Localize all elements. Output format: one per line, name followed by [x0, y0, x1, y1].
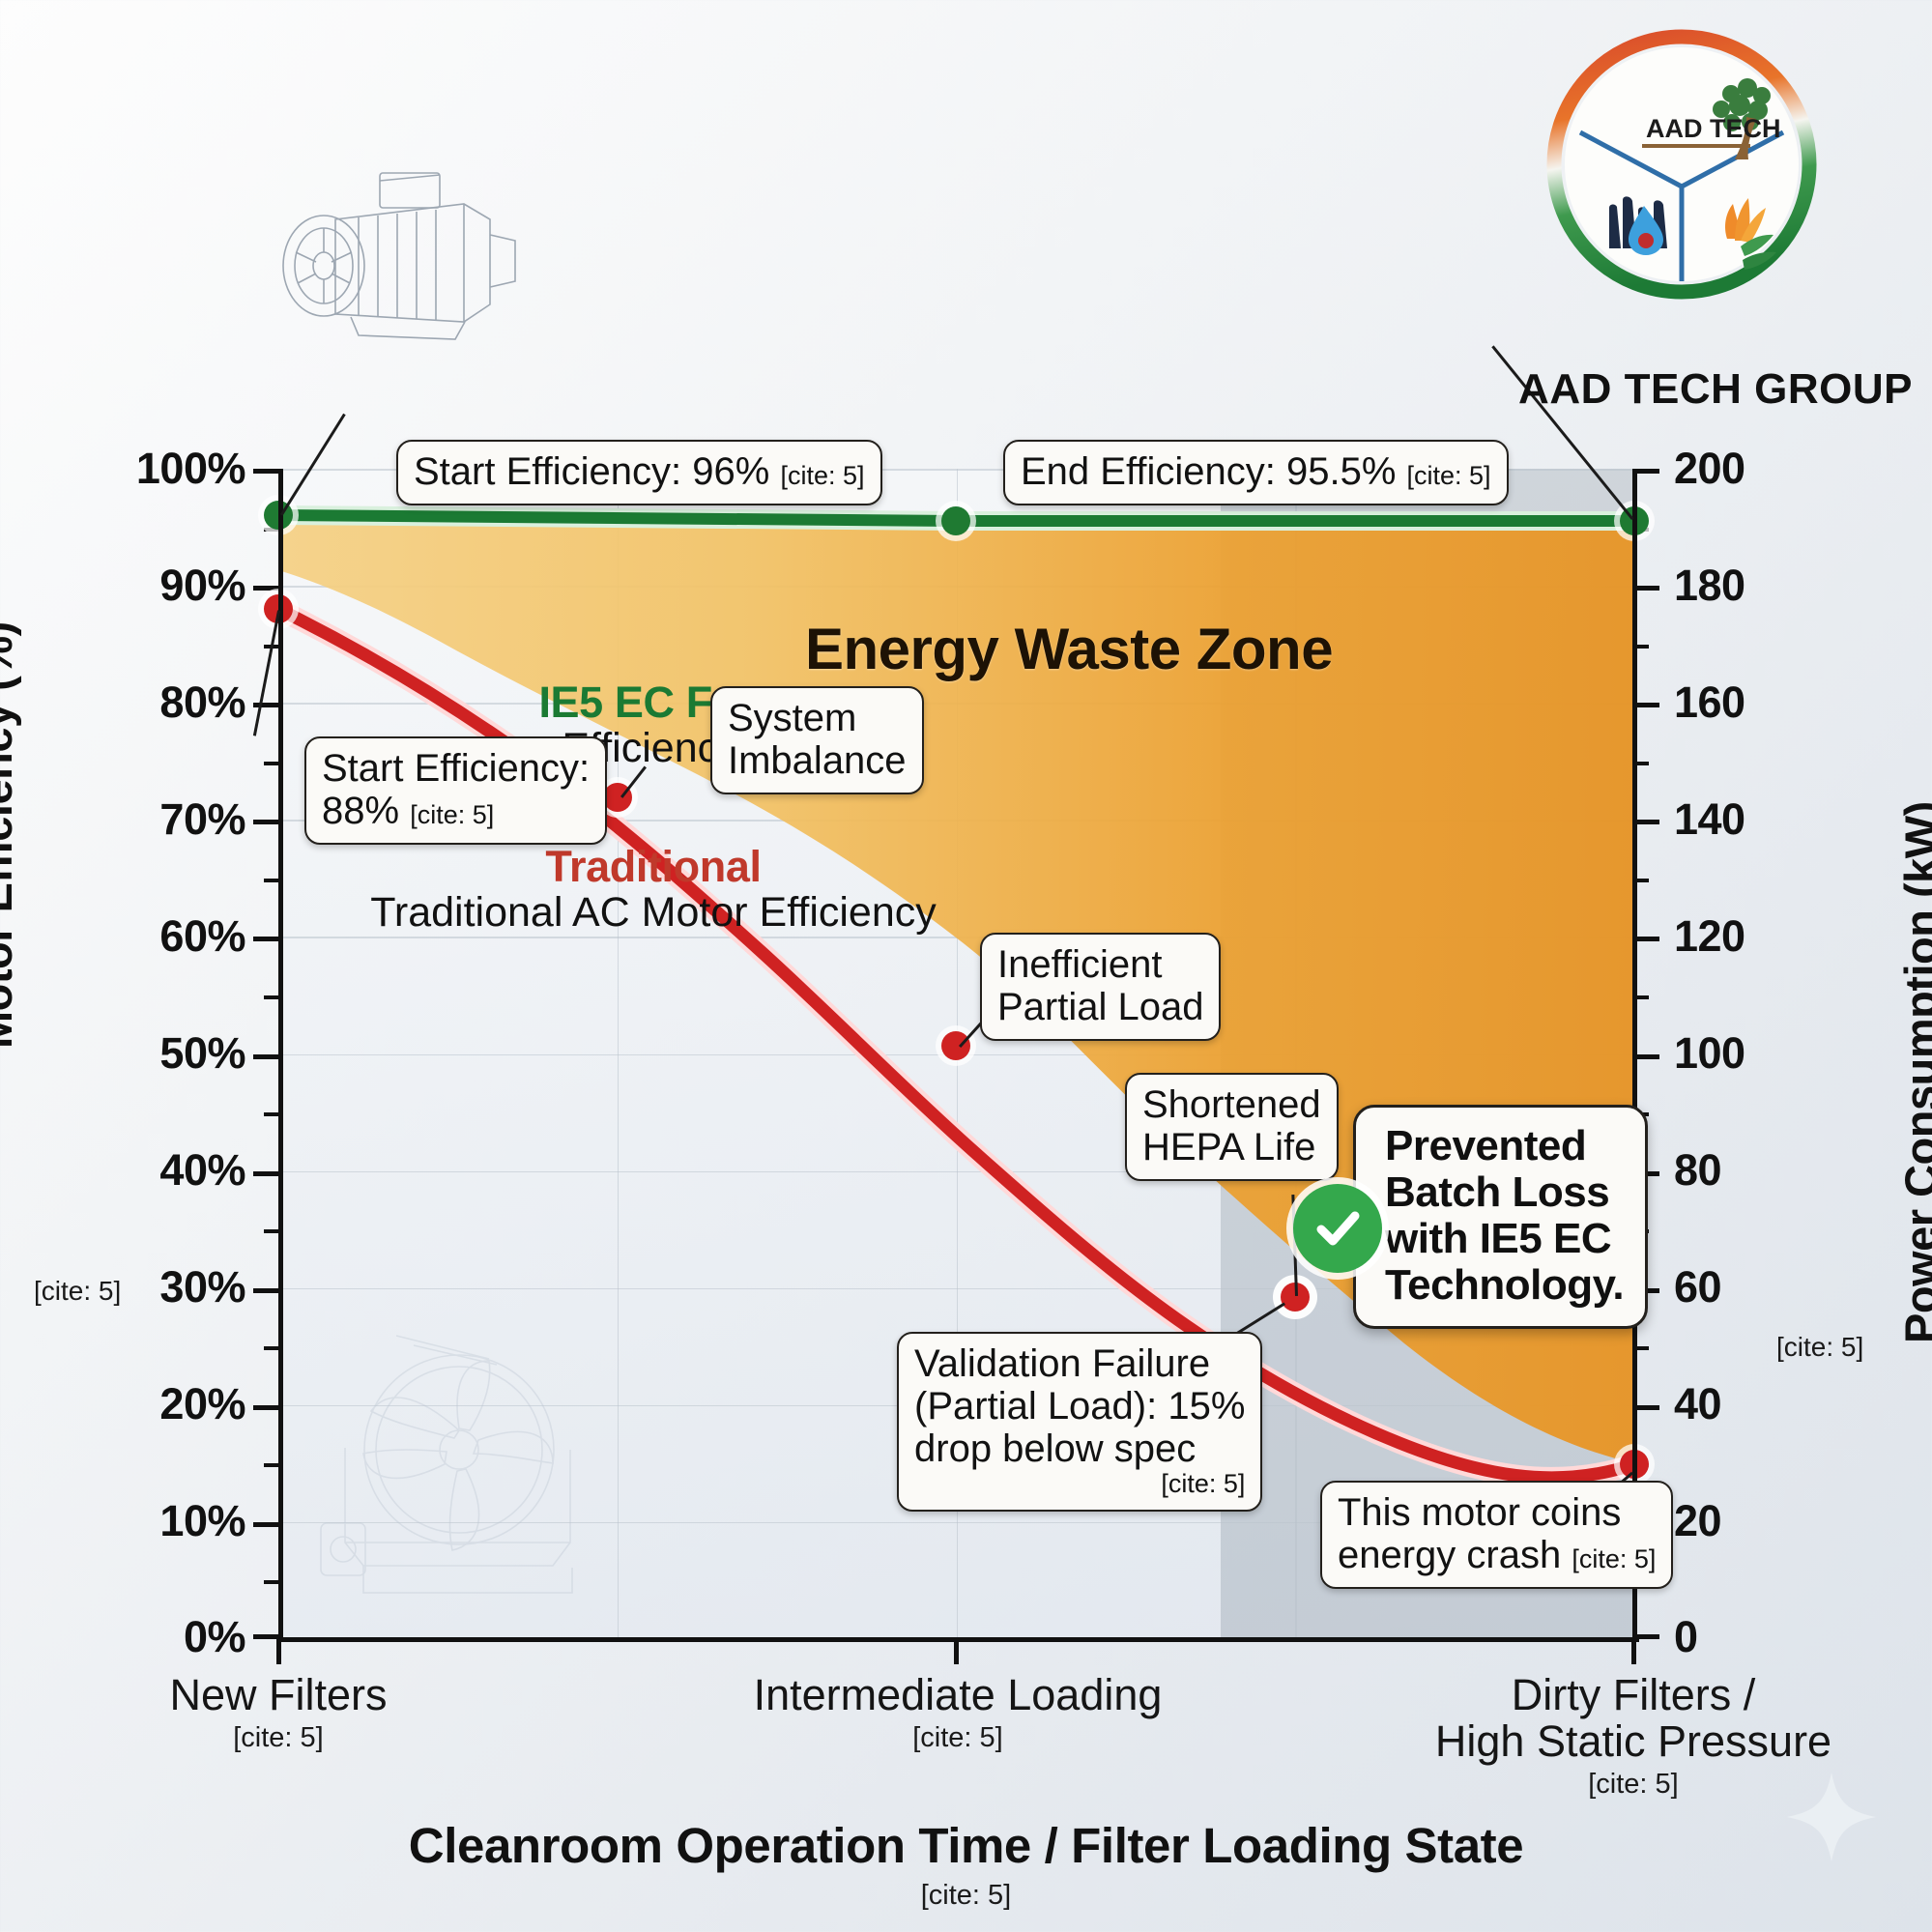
ac-motor-illustration — [282, 172, 516, 340]
check-circle-icon — [1293, 1184, 1382, 1273]
marker-ie5-mid — [941, 506, 970, 535]
prevented-line1: Prevented — [1385, 1122, 1587, 1169]
ytick-20: 20% — [159, 1379, 245, 1428]
callout-inefficient-line1: Inefficient — [997, 943, 1163, 986]
xcat-new-filters: New Filters [cite: 5] — [169, 1670, 388, 1754]
ytick-70: 70% — [159, 794, 245, 844]
ytick-90: 90% — [159, 561, 245, 610]
callout-validation-line1: Validation Failure — [914, 1342, 1211, 1385]
y2tick-40: 40 — [1674, 1379, 1722, 1428]
callout-start-red-line1: Start Efficiency: — [322, 747, 591, 790]
xcat-dirty-filters-line2: High Static Pressure — [1434, 1716, 1832, 1767]
callout-system-imbalance-line1: System — [728, 697, 857, 739]
x-axis-title: Cleanroom Operation Time / Filter Loadin… — [408, 1818, 1524, 1873]
xcat-new-filters-label: New Filters — [169, 1670, 388, 1719]
ytick-100: 100% — [135, 444, 246, 493]
callout-end-green-text: End Efficiency: 95.5% [cite: 5] — [1021, 450, 1491, 493]
y-axis-left-title: Motor Efficiency (%) — [0, 621, 21, 1049]
callout-validation-failure: Validation Failure (Partial Load): 15% d… — [897, 1332, 1263, 1512]
callout-crash-cite: [cite: 5] — [1572, 1544, 1657, 1573]
callout-prevented-batch-loss: Prevented Batch Loss with IE5 EC Technol… — [1353, 1105, 1649, 1329]
series-label-traditional: Traditional Traditional AC Motor Efficie… — [354, 842, 953, 937]
x-axis-spine — [278, 1637, 1639, 1642]
callout-inefficient-line2: Partial Load — [997, 986, 1204, 1028]
callout-hepa-line1: Shortened — [1142, 1083, 1321, 1126]
callout-start-efficiency-red: Start Efficiency: 88% [cite: 5] — [304, 736, 608, 845]
energy-waste-zone-label: Energy Waste Zone — [805, 617, 1334, 681]
callout-validation-line3: drop below spec — [914, 1427, 1197, 1470]
callout-energy-crash: This motor coins energy crash [cite: 5] — [1320, 1481, 1674, 1589]
xcat-intermediate: Intermediate Loading [cite: 5] — [753, 1670, 1163, 1754]
y-axis-right-spine — [1632, 469, 1637, 1639]
xcat-dirty-filters-line1: Dirty Filters / — [1511, 1670, 1756, 1719]
callout-system-imbalance: System Imbalance — [710, 686, 924, 794]
series-label-traditional-head: Traditional — [545, 842, 762, 891]
y-axis-left-cite: [cite: 5] — [34, 1276, 122, 1306]
y-axis-right-title: Power Consumption (kW) — [1895, 801, 1932, 1343]
series-label-traditional-sub: Traditional AC Motor Efficiency — [370, 889, 937, 937]
callout-start-red-line2: 88% [cite: 5] — [322, 790, 590, 832]
y-axis-right-cite: [cite: 5] — [1776, 1332, 1864, 1362]
ytick-80: 80% — [159, 678, 245, 727]
callout-crash-line1: This motor coins — [1338, 1491, 1622, 1534]
brand-name: AAD TECH GROUP — [1518, 365, 1913, 413]
callout-validation-cite: [cite: 5] — [1161, 1469, 1246, 1498]
callout-crash-value: energy crash — [1338, 1534, 1562, 1576]
callout-end-green-value: End Efficiency: 95.5% — [1021, 450, 1397, 493]
logo-text: AAD TECH — [1646, 114, 1781, 143]
x-axis-title-cite: [cite: 5] — [920, 1880, 1012, 1911]
y2tick-120: 120 — [1674, 911, 1745, 961]
xcat-dirty-filters-cite: [cite: 5] — [1588, 1769, 1679, 1801]
ytick-50: 50% — [159, 1028, 245, 1078]
y2tick-80: 80 — [1674, 1145, 1722, 1195]
callout-inefficient-partial-load: Inefficient Partial Load — [980, 933, 1222, 1041]
aad-tech-logo: AAD TECH — [1542, 24, 1822, 304]
prevented-line4: Technology. — [1385, 1260, 1625, 1309]
callout-end-efficiency-green: End Efficiency: 95.5% [cite: 5] — [1003, 440, 1509, 505]
y2tick-60: 60 — [1674, 1262, 1722, 1312]
callout-start-red-cite: [cite: 5] — [410, 800, 495, 829]
y2tick-0: 0 — [1674, 1612, 1698, 1661]
xcat-intermediate-cite: [cite: 5] — [912, 1722, 1003, 1754]
callout-start-green-value: Start Efficiency: 96% — [414, 450, 770, 493]
marker-trad-mid — [941, 1031, 970, 1060]
prevented-line3: with IE5 EC — [1385, 1214, 1612, 1262]
callout-start-green-cite: [cite: 5] — [780, 461, 865, 490]
y2tick-140: 140 — [1674, 794, 1745, 844]
leader-start-red — [253, 610, 280, 736]
callout-start-efficiency-green: Start Efficiency: 96% [cite: 5] — [396, 440, 882, 505]
x-axis-title-block: Cleanroom Operation Time / Filter Loadin… — [0, 1817, 1932, 1912]
ytick-60: 60% — [159, 911, 245, 961]
y2tick-160: 160 — [1674, 678, 1745, 727]
y2tick-180: 180 — [1674, 561, 1745, 610]
callout-shortened-hepa-life: Shortened HEPA Life — [1125, 1073, 1339, 1181]
xcat-intermediate-label: Intermediate Loading — [753, 1670, 1163, 1719]
sparkle-icon — [1787, 1773, 1876, 1861]
xcat-dirty-filters: Dirty Filters / High Static Pressure [ci… — [1434, 1670, 1832, 1801]
ytick-0: 0% — [183, 1612, 246, 1661]
callout-validation-line2: (Partial Load): 15% — [914, 1385, 1246, 1427]
ytick-10: 10% — [159, 1496, 245, 1545]
y2tick-100: 100 — [1674, 1028, 1745, 1078]
ytick-30: 30% — [159, 1262, 245, 1312]
callout-start-red-value: 88% — [322, 790, 400, 832]
y-axis-left-spine — [278, 469, 283, 1639]
ytick-40: 40% — [159, 1145, 245, 1195]
callout-end-green-cite: [cite: 5] — [1406, 461, 1491, 490]
y2tick-200: 200 — [1674, 444, 1745, 493]
callout-crash-line2: energy crash [cite: 5] — [1338, 1534, 1656, 1576]
callout-hepa-line2: HEPA Life — [1142, 1126, 1316, 1168]
xcat-new-filters-cite: [cite: 5] — [233, 1722, 324, 1754]
y2tick-20: 20 — [1674, 1496, 1722, 1545]
prevented-line2: Batch Loss — [1385, 1168, 1610, 1216]
callout-system-imbalance-line2: Imbalance — [728, 739, 907, 782]
callout-start-green-text: Start Efficiency: 96% [cite: 5] — [414, 450, 865, 493]
